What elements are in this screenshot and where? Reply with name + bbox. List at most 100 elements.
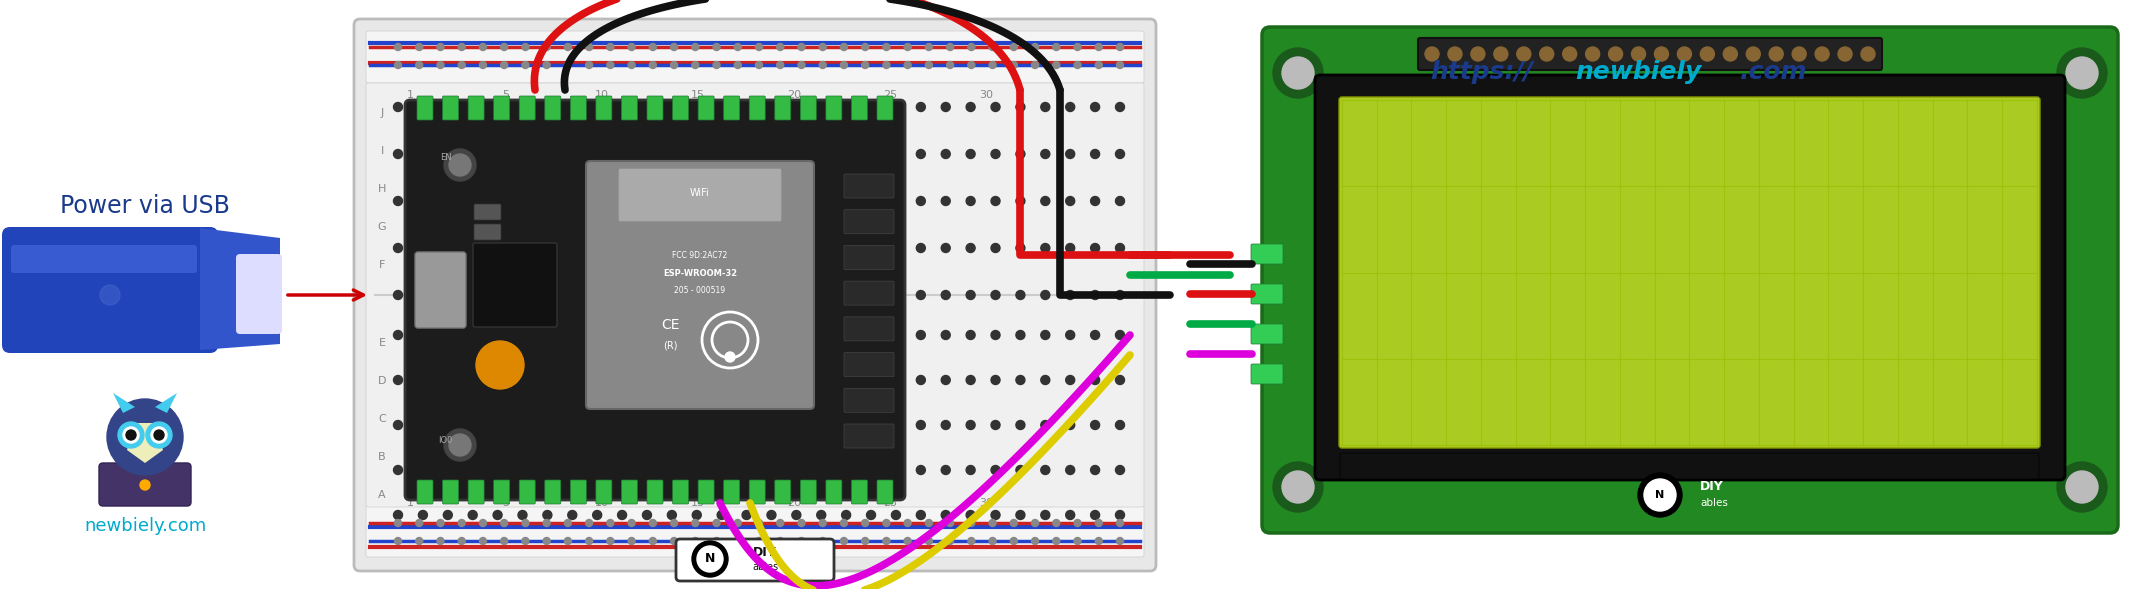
Circle shape [904, 44, 910, 51]
Circle shape [1769, 47, 1782, 61]
Circle shape [469, 421, 478, 429]
FancyBboxPatch shape [775, 480, 790, 504]
Circle shape [1090, 376, 1099, 385]
Circle shape [692, 197, 700, 206]
Circle shape [692, 102, 700, 111]
Circle shape [1090, 421, 1099, 429]
Circle shape [628, 519, 634, 527]
Circle shape [628, 61, 634, 68]
Circle shape [692, 150, 700, 158]
FancyBboxPatch shape [405, 100, 906, 500]
Circle shape [767, 102, 775, 111]
Circle shape [968, 538, 975, 544]
Circle shape [458, 44, 465, 51]
Circle shape [1116, 150, 1125, 158]
Circle shape [842, 197, 850, 206]
Circle shape [563, 519, 572, 527]
Circle shape [842, 330, 850, 339]
Circle shape [544, 538, 550, 544]
Circle shape [692, 541, 728, 577]
Circle shape [568, 243, 576, 253]
Circle shape [617, 290, 628, 299]
Circle shape [1272, 462, 1324, 512]
FancyBboxPatch shape [647, 480, 664, 504]
Circle shape [735, 44, 741, 51]
Circle shape [443, 243, 452, 253]
Circle shape [940, 376, 951, 385]
Circle shape [443, 102, 452, 111]
Circle shape [501, 44, 508, 51]
Circle shape [925, 61, 932, 68]
FancyBboxPatch shape [418, 480, 433, 504]
Circle shape [493, 243, 501, 253]
Circle shape [617, 465, 628, 475]
FancyBboxPatch shape [366, 505, 1144, 557]
Text: 25: 25 [883, 90, 897, 100]
Circle shape [1015, 465, 1024, 475]
Text: newbiely: newbiely [1574, 60, 1701, 84]
Circle shape [891, 421, 900, 429]
Circle shape [593, 421, 602, 429]
FancyBboxPatch shape [493, 480, 510, 504]
Circle shape [692, 243, 700, 253]
Circle shape [842, 511, 850, 519]
Circle shape [418, 102, 428, 111]
Circle shape [992, 197, 1000, 206]
Circle shape [1095, 519, 1103, 527]
Circle shape [992, 465, 1000, 475]
Circle shape [966, 150, 975, 158]
Circle shape [643, 150, 651, 158]
Circle shape [718, 102, 726, 111]
Circle shape [917, 243, 925, 253]
Circle shape [1011, 519, 1017, 527]
FancyBboxPatch shape [775, 96, 790, 120]
Text: 30: 30 [979, 90, 994, 100]
Circle shape [501, 61, 508, 68]
Circle shape [1067, 511, 1075, 519]
Circle shape [1041, 102, 1050, 111]
Circle shape [741, 243, 752, 253]
Circle shape [501, 538, 508, 544]
FancyBboxPatch shape [544, 96, 561, 120]
Circle shape [469, 150, 478, 158]
Circle shape [394, 511, 403, 519]
Circle shape [617, 102, 628, 111]
FancyBboxPatch shape [844, 388, 893, 412]
Circle shape [925, 44, 932, 51]
Circle shape [418, 243, 428, 253]
Circle shape [940, 150, 951, 158]
Circle shape [563, 61, 572, 68]
Circle shape [840, 61, 848, 68]
Circle shape [1493, 47, 1508, 61]
Circle shape [741, 465, 752, 475]
Circle shape [1067, 465, 1075, 475]
Circle shape [891, 465, 900, 475]
Circle shape [940, 421, 951, 429]
FancyBboxPatch shape [844, 174, 893, 198]
Circle shape [868, 197, 876, 206]
Circle shape [917, 102, 925, 111]
Circle shape [585, 61, 593, 68]
Circle shape [1724, 47, 1737, 61]
FancyBboxPatch shape [876, 96, 893, 120]
Circle shape [617, 511, 628, 519]
Circle shape [2067, 471, 2097, 503]
Circle shape [992, 290, 1000, 299]
Circle shape [868, 290, 876, 299]
Circle shape [437, 519, 443, 527]
Circle shape [593, 465, 602, 475]
Circle shape [816, 197, 827, 206]
Circle shape [816, 511, 827, 519]
Circle shape [118, 422, 144, 448]
Circle shape [443, 150, 452, 158]
Circle shape [1073, 519, 1082, 527]
Circle shape [606, 44, 615, 51]
Circle shape [891, 511, 900, 519]
FancyBboxPatch shape [724, 96, 739, 120]
Circle shape [523, 61, 529, 68]
FancyBboxPatch shape [353, 19, 1157, 571]
Circle shape [947, 538, 953, 544]
Circle shape [568, 421, 576, 429]
Text: IO0: IO0 [437, 436, 452, 445]
Text: .com: .com [1739, 60, 1808, 84]
